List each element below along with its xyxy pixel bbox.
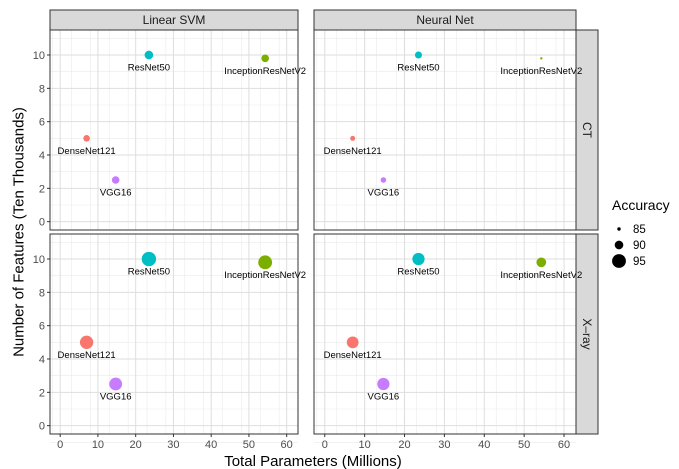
point-label-resnet50: ResNet50	[128, 63, 170, 74]
facet-label-x-ray: X–ray	[580, 318, 594, 349]
panel-background	[50, 30, 298, 230]
x-axis-title: Total Parameters (Millions)	[224, 453, 402, 469]
y-tick-label: 6	[39, 117, 45, 129]
y-tick-label: 10	[33, 50, 45, 62]
point-label-inceptionresnetv2: InceptionResNetV2	[500, 270, 582, 281]
y-tick-label: 2	[39, 183, 45, 195]
panel-border	[49, 29, 299, 231]
y-tick-label: 10	[33, 254, 45, 266]
point-label-inceptionresnetv2: InceptionResNetV2	[224, 270, 306, 281]
point-resnet50	[144, 50, 154, 60]
panel-border	[313, 233, 577, 435]
y-tick-label: 0	[39, 217, 45, 229]
point-inceptionresnetv2	[536, 257, 547, 268]
legend-key-85	[617, 227, 621, 231]
point-label-densenet121: DenseNet121	[58, 350, 116, 361]
point-label-vgg16: VGG16	[100, 188, 132, 199]
x-tick-label: 60	[281, 439, 293, 451]
panel-border	[313, 29, 577, 231]
panel-background	[314, 30, 576, 230]
point-inceptionresnetv2	[258, 255, 273, 270]
point-densenet121	[83, 135, 90, 142]
x-tick-label: 10	[359, 439, 371, 451]
x-tick-label: 30	[438, 439, 450, 451]
point-label-resnet50: ResNet50	[397, 267, 439, 278]
point-label-vgg16: VGG16	[100, 392, 132, 403]
y-tick-label: 8	[39, 287, 45, 299]
legend: Accuracy 85 90 95	[612, 197, 670, 268]
facet-label-linear-svm: Linear SVM	[143, 13, 206, 27]
point-resnet50	[141, 251, 157, 267]
panel-x-ray-linear-svm: DenseNet121 VGG16 ResNet50 InceptionResNetV…	[33, 233, 306, 451]
x-tick-label: 30	[167, 439, 179, 451]
x-tick-label: 0	[57, 439, 63, 451]
legend-key-90	[614, 240, 624, 250]
panel-ct-neural-net: DenseNet121 VGG16 ResNet50 InceptionResNetV…	[313, 29, 582, 239]
facet-label-neural-net: Neural Net	[416, 13, 474, 27]
panel-background	[314, 234, 576, 434]
x-tick-label: 50	[518, 439, 530, 451]
point-label-inceptionresnetv2: InceptionResNetV2	[224, 66, 306, 77]
y-tick-label: 8	[39, 83, 45, 95]
panel-border	[49, 233, 299, 435]
panel-background	[50, 234, 298, 434]
legend-label-90: 90	[633, 240, 646, 252]
y-tick-label: 4	[39, 354, 45, 366]
point-vgg16	[111, 176, 120, 184]
panel-x-ray-neural-net: DenseNet121 VGG16 ResNet50 InceptionResNetV…	[313, 233, 582, 451]
legend-label-95: 95	[633, 256, 646, 268]
facet-label-ct: CT	[580, 122, 594, 139]
x-tick-label: 60	[558, 439, 570, 451]
y-tick-label: 2	[39, 387, 45, 399]
point-densenet121	[346, 336, 359, 349]
point-label-vgg16: VGG16	[368, 392, 400, 403]
legend-title: Accuracy	[612, 197, 670, 213]
point-vgg16	[109, 377, 123, 391]
point-resnet50	[414, 51, 423, 59]
point-label-densenet121: DenseNet121	[324, 146, 382, 157]
point-label-inceptionresnetv2: InceptionResNetV2	[500, 66, 582, 77]
point-resnet50	[412, 252, 425, 266]
point-label-densenet121: DenseNet121	[324, 350, 382, 361]
point-vgg16	[377, 377, 390, 391]
point-label-resnet50: ResNet50	[128, 267, 170, 278]
y-tick-label: 0	[39, 421, 45, 433]
legend-key-95	[612, 254, 626, 268]
x-tick-label: 40	[205, 439, 217, 451]
y-tick-label: 4	[39, 150, 45, 162]
point-label-resnet50: ResNet50	[397, 63, 439, 74]
point-densenet121	[79, 335, 94, 349]
legend-label-85: 85	[633, 224, 646, 236]
point-label-densenet121: DenseNet121	[58, 146, 116, 157]
x-tick-label: 50	[243, 439, 255, 451]
panel-ct-linear-svm: DenseNet121 VGG16 ResNet50 InceptionResNetV…	[33, 29, 306, 239]
point-vgg16	[380, 177, 387, 183]
x-tick-label: 10	[92, 439, 104, 451]
y-axis-title: Number of Features (Ten Thousands)	[11, 107, 28, 357]
x-tick-label: 20	[130, 439, 142, 451]
x-tick-label: 0	[322, 439, 328, 451]
x-tick-label: 20	[398, 439, 410, 451]
point-densenet121	[350, 135, 356, 141]
point-label-vgg16: VGG16	[368, 188, 400, 199]
y-tick-label: 6	[39, 321, 45, 333]
x-tick-label: 40	[478, 439, 490, 451]
point-inceptionresnetv2	[261, 54, 269, 63]
point-inceptionresnetv2	[540, 57, 543, 60]
